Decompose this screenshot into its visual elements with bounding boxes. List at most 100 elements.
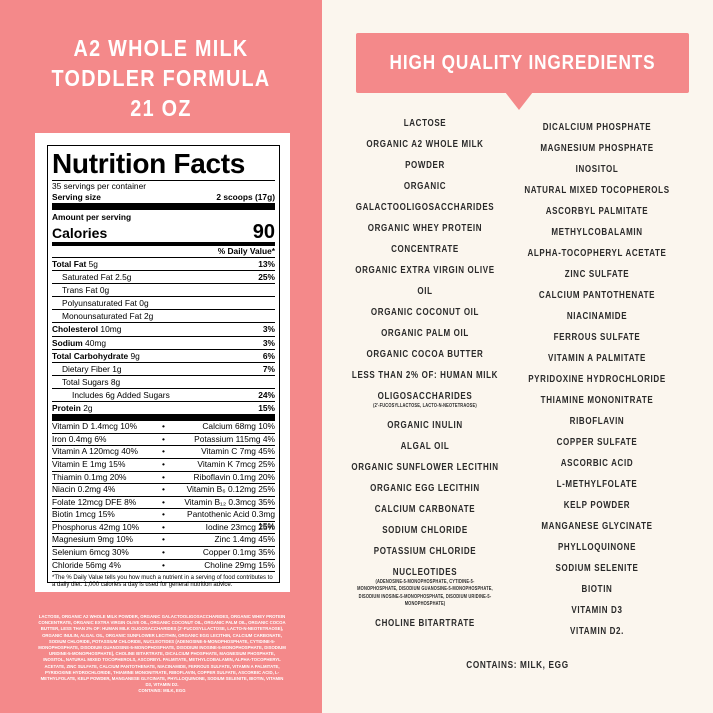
nutrient-row: Total Sugars 8g xyxy=(52,374,275,388)
nutrient-amount: 10mg xyxy=(100,324,122,335)
micronutrient: Vitamin B₁₂ 0.3mcg 35% xyxy=(184,496,275,507)
nutrient-row: Total Carbohydrate 9g 6% xyxy=(52,348,275,362)
bullet: • xyxy=(162,446,165,457)
micronutrient: Vitamin B₆ 0.12mg 25% xyxy=(186,484,275,495)
nutrient-row: Protein 2g 15% xyxy=(52,401,275,422)
nutrient-name: Saturated Fat xyxy=(62,272,113,283)
micronutrient: Magnesium 9mg 10% xyxy=(52,534,133,545)
ingredient-column: DICALCIUM PHOSPHATE MAGNESIUM PHOSPHATE IN… xyxy=(517,117,677,642)
ingredient: CALCIUM PANTOTHENATE xyxy=(538,290,656,301)
nutrient-label: Total Fat 5g xyxy=(52,258,98,270)
micronutrient-row: Phosphorus 42mg 10% • Iodine 23mcg 25% xyxy=(52,520,275,534)
micronutrient: Riboflavin 0.1mg 20% xyxy=(193,471,275,482)
nutrient-name: Monounsaturated Fat xyxy=(62,311,142,322)
ingredient: ORGANIC SUNFLOWER LECITHIN xyxy=(351,461,499,473)
nutrient-row: Cholesterol 10mg 3% xyxy=(52,322,275,335)
banner-notch xyxy=(505,92,533,110)
ingredient: ORGANIC WHEY PROTEIN xyxy=(367,223,483,234)
nf-title: Nutrition Facts xyxy=(52,148,275,181)
bullet: • xyxy=(162,509,165,520)
ingredient: POTASSIUM CHLORIDE xyxy=(373,545,477,557)
nutrient-row: Polyunsaturated Fat 0g xyxy=(52,296,275,309)
ingredient: ASCORBIC ACID xyxy=(560,458,634,469)
micronutrient: Pantothenic Acid 0.3mg 15% xyxy=(187,509,275,531)
nutrient-dv: 6% xyxy=(262,350,275,361)
nutrient-dv: 7% xyxy=(262,363,275,374)
micronutrient: Phosphorus 42mg 10% xyxy=(52,521,140,532)
dv-header: % Daily Value* xyxy=(217,246,275,256)
ingredient: KELP POWDER xyxy=(563,500,631,511)
ingredient-note: (ADENOSINE-5-MONOPHOSPHATE, CYTIDINE-5-M… xyxy=(357,578,493,608)
fine-ingredients: LACTOSE, ORGANIC A2 WHOLE MILK POWDER, O… xyxy=(38,614,286,688)
nutrient-amount: 0g xyxy=(99,285,110,296)
nutrient-amount: 2.5g xyxy=(115,272,132,283)
footnote: *The % Daily Value tells you how much a … xyxy=(52,575,273,589)
micronutrient-row: Iron 0.4mg 6% • Potassium 115mg 4% xyxy=(52,432,275,446)
micronutrient-row: Thiamin 0.1mg 20% • Riboflavin 0.1mg 20% xyxy=(52,470,275,484)
title-line: TODDLER FORMULA xyxy=(51,65,271,91)
micronutrient-row: Biotin 1mcg 15% • Pantothenic Acid 0.3mg 1… xyxy=(52,508,275,531)
ingredient: THIAMINE MONONITRATE xyxy=(540,395,654,406)
ingredient: SODIUM CHLORIDE xyxy=(382,524,468,536)
calories-value: 90 xyxy=(252,221,275,243)
ingredient: ORGANIC xyxy=(403,181,447,192)
heading-banner xyxy=(356,33,689,93)
ingredient: OIL xyxy=(417,286,433,297)
micronutrient: Biotin 1mcg 15% xyxy=(52,509,115,520)
ingredient: VITAMIN D2. xyxy=(569,626,624,637)
nutrient-label: Monounsaturated Fat 2g xyxy=(52,310,153,322)
serving-size-label: Serving size xyxy=(52,192,101,202)
nutrition-panel: Nutrition Facts 35 servings per container… xyxy=(35,133,290,592)
micronutrient-row: Niacin 0.2mg 4% • Vitamin B₆ 0.12mg 25% xyxy=(52,483,275,496)
nutrient-name: Total Sugars xyxy=(62,376,109,387)
nutrient-label: Saturated Fat 2.5g xyxy=(52,271,131,283)
nutrient-amount: 0g xyxy=(139,298,149,309)
product-title: A2 WHOLE MILK TODDLER FORMULA 21 OZ xyxy=(23,33,300,123)
bullet: • xyxy=(162,433,165,444)
right-panel xyxy=(322,0,713,713)
amount-per-serving: Amount per serving xyxy=(52,212,132,222)
ingredient: ALPHA-TOCOPHERYL ACETATE xyxy=(527,248,667,259)
nutrient-dv: 3% xyxy=(262,337,275,348)
nutrient-label: Polyunsaturated Fat 0g xyxy=(52,297,149,309)
nutrient-dv: 24% xyxy=(258,389,275,400)
bullet: • xyxy=(162,471,165,482)
serving-size-value: 2 scoops (17g) xyxy=(216,192,275,202)
micronutrient-row: Vitamin E 1mg 15% • Vitamin K 7mcg 25% xyxy=(52,457,275,471)
nutrient-name: Includes 6g Added Sugars xyxy=(72,389,170,400)
micronutrient: Potassium 115mg 4% xyxy=(194,433,275,444)
ingredient: RIBOFLAVIN xyxy=(569,416,625,427)
nutrient-row: Total Fat 5g 13% xyxy=(52,257,275,270)
micronutrient: Vitamin K 7mcg 25% xyxy=(197,458,275,469)
nutrient-name: Trans Fat xyxy=(62,285,98,296)
ingredient: VITAMIN A PALMITATE xyxy=(547,353,647,364)
nutrient-dv: 3% xyxy=(262,324,275,335)
micronutrient-row: Chloride 56mg 4% • Choline 29mg 15% xyxy=(52,558,275,573)
ingredient: SODIUM SELENITE xyxy=(555,563,639,574)
nutrient-row: Saturated Fat 2.5g 25% xyxy=(52,270,275,283)
calories: Calories 90 xyxy=(52,221,275,246)
ingredient: DICALCIUM PHOSPHATE xyxy=(542,122,652,133)
nutrient-name: Polyunsaturated Fat xyxy=(62,298,137,309)
nutrient-amount: 5g xyxy=(88,259,98,269)
heading: HIGH QUALITY INGREDIENTS xyxy=(389,52,656,74)
nutrient-dv: 15% xyxy=(258,403,275,414)
nutrient-amount: 8g xyxy=(110,376,121,387)
bullet: • xyxy=(162,547,165,558)
nutrient-row: Sodium 40mg 3% xyxy=(52,335,275,349)
nutrient-amount: 9g xyxy=(130,350,140,361)
nutrient-label: Sodium 40mg xyxy=(52,337,106,349)
micronutrient: Iodine 23mcg 25% xyxy=(205,521,275,532)
bullet: • xyxy=(162,484,165,495)
bullet: • xyxy=(162,521,165,532)
micronutrient: Zinc 1.4mg 45% xyxy=(214,534,275,545)
nutrient-label: Total Sugars 8g xyxy=(52,376,120,388)
nutrient-name: Sodium xyxy=(52,337,83,348)
micronutrient: Calcium 68mg 10% xyxy=(202,421,275,432)
ingredient: GALACTOOLIGOSACCHARIDES xyxy=(355,202,495,213)
ingredient: LACTOSE xyxy=(403,118,447,129)
nutrient-name: Total Fat xyxy=(52,259,87,269)
ingredient: OLIGOSACCHARIDES xyxy=(377,391,473,402)
ingredient: L-METHYLFOLATE xyxy=(556,479,638,490)
